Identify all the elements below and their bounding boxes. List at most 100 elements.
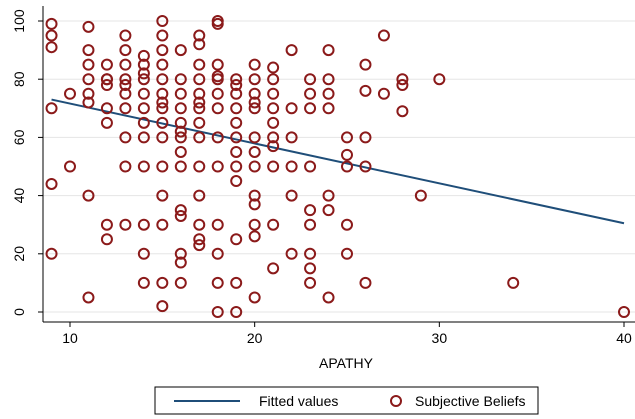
scatter-point: [267, 61, 280, 74]
scatter-point: [156, 58, 169, 71]
scatter-point: [119, 218, 132, 231]
scatter-point: [45, 177, 58, 190]
scatter-point: [174, 102, 187, 115]
scatter-point: [174, 256, 187, 269]
scatter-point: [341, 131, 353, 144]
scatter-point: [304, 247, 317, 260]
scatter-point: [267, 87, 280, 100]
scatter-point: [156, 102, 169, 115]
scatter-point: [156, 160, 169, 173]
scatter-point: [174, 247, 187, 260]
scatter-point: [82, 96, 95, 109]
scatter-point: [341, 160, 353, 173]
x-tick-label: 30: [432, 330, 448, 346]
x-tick-label: 10: [62, 330, 78, 346]
scatter-point: [193, 233, 206, 246]
scatter-point: [248, 160, 261, 173]
scatter-point: [100, 233, 113, 246]
scatter-point: [174, 131, 187, 144]
scatter-point: [211, 306, 224, 318]
scatter-point: [156, 131, 169, 144]
scatter-point: [156, 29, 169, 42]
scatter-point: [248, 145, 261, 158]
scatter-point: [230, 79, 243, 92]
scatter-point: [322, 204, 335, 217]
scatter-point: [248, 198, 261, 211]
scatter-point: [193, 58, 206, 71]
scatter-point: [119, 29, 132, 42]
scatter-point: [100, 218, 113, 231]
scatter-point: [193, 38, 206, 51]
scatter-point: [137, 116, 150, 129]
scatter-point: [359, 160, 372, 173]
scatter-point: [174, 145, 187, 158]
scatter-point: [285, 131, 298, 144]
scatter-point: [248, 131, 261, 144]
x-tick-label: 20: [247, 330, 263, 346]
scatter-point: [267, 140, 280, 153]
scatter-point: [193, 102, 206, 115]
scatter-point: [193, 131, 206, 144]
scatter-point: [230, 73, 243, 86]
scatter-point: [82, 291, 95, 304]
scatter-point: [433, 73, 446, 86]
grid-lines: [43, 20, 635, 313]
scatter-point: [119, 44, 132, 57]
scatter-point: [285, 247, 298, 260]
y-tick-label: 100: [11, 9, 27, 33]
scatter-point: [64, 87, 76, 100]
scatter-point: [322, 291, 335, 304]
scatter-point: [359, 84, 372, 97]
scatter-point: [285, 44, 298, 57]
scatter-point: [156, 300, 169, 313]
scatter-point: [304, 87, 317, 100]
legend-fitted-label: Fitted values: [259, 393, 338, 409]
scatter-point: [137, 67, 150, 80]
y-tick-label: 0: [11, 308, 27, 316]
scatter-point: [267, 131, 280, 144]
scatter-point: [137, 131, 150, 144]
scatter-point: [618, 306, 630, 318]
scatter-point: [119, 79, 132, 92]
scatter-point: [45, 29, 58, 42]
legend-points-swatch: [390, 395, 402, 407]
scatter-point: [100, 79, 113, 92]
scatter-point: [137, 247, 150, 260]
scatter-point: [156, 116, 169, 129]
scatter-point: [82, 58, 95, 71]
legend-points-label: Subjective Beliefs: [415, 393, 526, 409]
scatter-point: [211, 131, 224, 144]
x-axis-title: APATHY: [319, 355, 374, 371]
scatter-point: [100, 73, 113, 86]
scatter-point: [174, 160, 187, 173]
scatter-point: [322, 73, 335, 86]
scatter-point: [174, 87, 187, 100]
scatter-point: [248, 87, 261, 100]
axes: [42, 6, 635, 323]
scatter-point: [230, 131, 243, 144]
scatter-point: [193, 239, 206, 252]
scatter-point: [174, 276, 187, 289]
scatter-point: [267, 102, 280, 115]
scatter-point: [100, 102, 113, 115]
y-tick-label: 60: [11, 129, 27, 145]
scatter-point: [100, 58, 113, 71]
scatter-point: [137, 73, 150, 86]
fitted-line: [51, 98, 625, 225]
scatter-point: [230, 233, 243, 246]
scatter-point: [211, 102, 224, 115]
y-tick-label: 80: [11, 71, 27, 87]
scatter-point: [304, 73, 317, 86]
scatter-point: [396, 79, 409, 92]
scatter-point: [193, 96, 206, 109]
scatter-point: [156, 189, 169, 202]
scatter-point: [137, 276, 150, 289]
scatter-point: [304, 276, 317, 289]
scatter-point: [211, 247, 224, 260]
scatter-point: [248, 102, 261, 115]
scatter-point: [119, 87, 132, 100]
scatter-point: [248, 189, 261, 202]
scatter-point: [396, 105, 409, 118]
scatter-point: [322, 87, 335, 100]
scatter-point: [211, 17, 224, 30]
